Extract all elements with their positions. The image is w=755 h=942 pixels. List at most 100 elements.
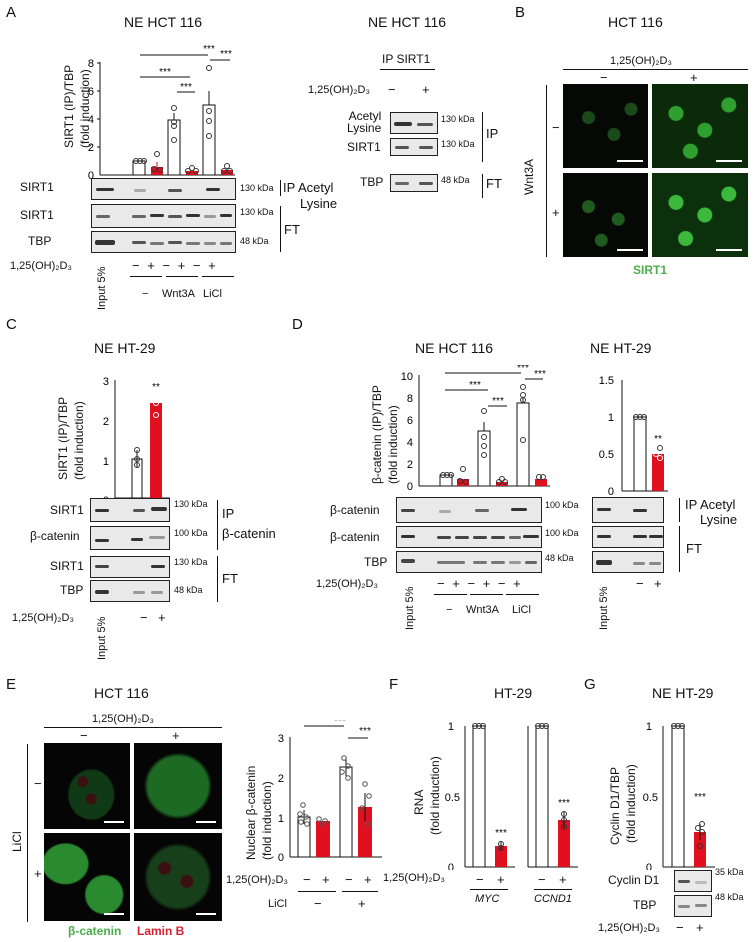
- svg-text:10: 10: [401, 371, 413, 383]
- svg-text:**: **: [152, 382, 160, 393]
- western-blot: [674, 870, 712, 892]
- svg-text:1: 1: [608, 412, 614, 424]
- kda-marker: 48 kDa: [240, 236, 269, 246]
- svg-text:6: 6: [88, 86, 94, 98]
- kda-marker: 130 kDa: [240, 183, 274, 193]
- micrograph: [563, 173, 648, 257]
- panel-letter: B: [515, 4, 526, 21]
- micrograph: [134, 743, 222, 829]
- svg-text:***: ***: [492, 396, 504, 407]
- svg-text:**: **: [654, 434, 662, 445]
- panel-title: NE HT-29: [590, 340, 652, 356]
- svg-text:***: ***: [694, 792, 706, 803]
- panel-title: HCT 116: [94, 685, 149, 701]
- western-blot: [91, 231, 236, 253]
- svg-text:8: 8: [407, 393, 413, 405]
- blot-label: Acetyl Lysine: [347, 109, 382, 135]
- bar-chart-d: 10 8 6 4 2 0 *** *** *** ***: [401, 365, 550, 493]
- panel-title: NE HT-29: [94, 340, 156, 356]
- western-blot: [390, 138, 438, 156]
- svg-text:1: 1: [103, 456, 109, 468]
- micrograph: [563, 84, 648, 168]
- western-blot: [90, 556, 170, 578]
- svg-text:0: 0: [88, 170, 94, 180]
- svg-text:***: ***: [469, 380, 481, 391]
- blot-label: TBP: [28, 234, 52, 248]
- western-blot: [592, 526, 664, 548]
- panel-title: NE HCT 116: [368, 14, 447, 30]
- bar-chart-g: 1 0.5 0 ***: [643, 721, 715, 870]
- svg-text:6: 6: [407, 415, 413, 427]
- bar-chart-d2: 1.5 1 0.5 0 **: [599, 375, 668, 498]
- panel-title: HT-29: [494, 685, 533, 701]
- bar-chart-e: 3 2 1 0 *** ***: [278, 720, 382, 864]
- svg-text:***: ***: [517, 365, 529, 374]
- western-blot: [396, 497, 542, 523]
- stain-label: SIRT1: [633, 263, 668, 277]
- svg-text:***: ***: [203, 44, 215, 55]
- western-blot: [592, 497, 664, 523]
- svg-text:0: 0: [103, 495, 109, 500]
- ip-label-2: Lysine: [300, 196, 338, 211]
- western-blot: [396, 551, 542, 573]
- svg-text:3: 3: [103, 376, 109, 388]
- treatment-label: 1,25(OH)₂D₃: [10, 260, 72, 272]
- svg-text:***: ***: [220, 49, 232, 60]
- group-label: −: [142, 288, 149, 300]
- svg-text:0.5: 0.5: [445, 792, 460, 804]
- western-blot: [390, 174, 438, 192]
- western-blot: [90, 580, 170, 602]
- svg-text:3: 3: [278, 733, 284, 745]
- svg-text:***: ***: [159, 67, 171, 78]
- ip-header: IP SIRT1: [382, 52, 431, 66]
- svg-text:2: 2: [407, 459, 413, 471]
- panel-title: HCT 116: [608, 14, 663, 30]
- svg-text:0.5: 0.5: [599, 449, 614, 461]
- kda-marker: 48 kDa: [441, 175, 470, 185]
- treatment-label: 1,25(OH)₂D₃: [308, 84, 370, 96]
- panel-title: NE HCT 116: [415, 340, 494, 356]
- svg-text:8: 8: [88, 58, 94, 70]
- svg-text:0: 0: [646, 862, 652, 870]
- svg-text:***: ***: [558, 798, 570, 809]
- row-label: Wnt3A: [522, 158, 536, 195]
- treatment-label: 1,25(OH)₂D₃: [610, 55, 672, 67]
- svg-text:0: 0: [448, 862, 454, 870]
- western-blot: [91, 204, 236, 228]
- svg-text:0: 0: [608, 486, 614, 498]
- western-blot: [396, 526, 542, 548]
- ft-label: FT: [284, 222, 300, 237]
- group-label: LiCl: [203, 288, 222, 300]
- panel-letter: F: [389, 676, 399, 693]
- svg-text:0: 0: [407, 481, 413, 493]
- svg-text:***: ***: [534, 369, 546, 380]
- bar-chart-a: 8 6 4 2 0 *** *** *** ***: [88, 44, 235, 180]
- blot-label: SIRT1: [347, 140, 381, 154]
- western-blot: [91, 178, 236, 200]
- micrograph: [652, 173, 748, 257]
- panel-letter: A: [6, 4, 17, 21]
- svg-text:1.5: 1.5: [599, 375, 614, 387]
- svg-text:***: ***: [334, 720, 346, 727]
- panel-letter: E: [6, 676, 17, 693]
- svg-text:***: ***: [180, 82, 192, 93]
- y-axis-label: SIRT1 (IP)/TBP: [62, 64, 76, 148]
- panel-letter: C: [6, 316, 17, 333]
- kda-marker: 130 kDa: [240, 207, 274, 217]
- bar-chart-c: 3 2 1 0 **: [103, 376, 170, 500]
- western-blot: [90, 526, 170, 550]
- svg-text:1: 1: [646, 721, 652, 733]
- panel-title: NE HCT 116: [124, 14, 203, 30]
- svg-text:***: ***: [495, 828, 507, 839]
- micrograph: [44, 743, 130, 829]
- kda-marker: 130 kDa: [441, 139, 475, 149]
- svg-text:2: 2: [103, 416, 109, 428]
- micrograph: [134, 833, 222, 921]
- svg-text:2: 2: [88, 142, 94, 154]
- svg-text:1: 1: [278, 813, 284, 825]
- svg-text:4: 4: [88, 114, 94, 126]
- western-blot: [674, 895, 712, 917]
- western-blot: [390, 112, 438, 134]
- blot-label: TBP: [360, 175, 384, 189]
- kda-marker: 130 kDa: [441, 114, 475, 124]
